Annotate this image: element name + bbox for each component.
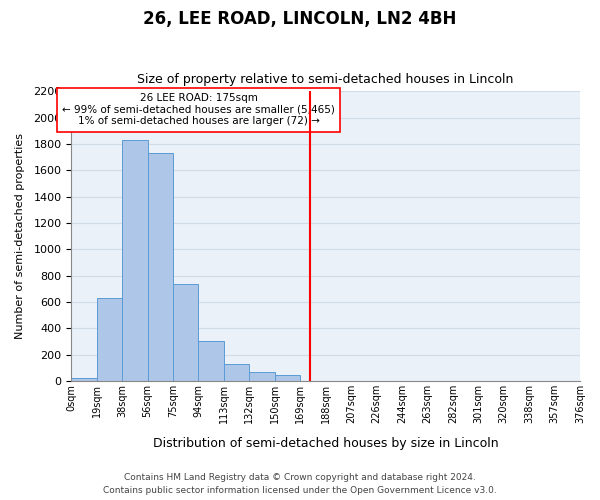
- Bar: [148, 153, 173, 381]
- X-axis label: Distribution of semi-detached houses by size in Lincoln: Distribution of semi-detached houses by …: [153, 437, 499, 450]
- Bar: [122, 140, 148, 381]
- Bar: [224, 364, 250, 381]
- Text: 26 LEE ROAD: 175sqm
← 99% of semi-detached houses are smaller (5,465)
1% of semi: 26 LEE ROAD: 175sqm ← 99% of semi-detach…: [62, 93, 335, 126]
- Y-axis label: Number of semi-detached properties: Number of semi-detached properties: [15, 133, 25, 339]
- Text: Contains HM Land Registry data © Crown copyright and database right 2024.
Contai: Contains HM Land Registry data © Crown c…: [103, 474, 497, 495]
- Bar: [250, 372, 275, 381]
- Bar: [199, 342, 224, 381]
- Bar: [173, 284, 199, 381]
- Bar: [275, 375, 300, 381]
- Title: Size of property relative to semi-detached houses in Lincoln: Size of property relative to semi-detach…: [137, 73, 514, 86]
- Bar: [97, 298, 122, 381]
- Text: 26, LEE ROAD, LINCOLN, LN2 4BH: 26, LEE ROAD, LINCOLN, LN2 4BH: [143, 10, 457, 28]
- Bar: [71, 378, 97, 381]
